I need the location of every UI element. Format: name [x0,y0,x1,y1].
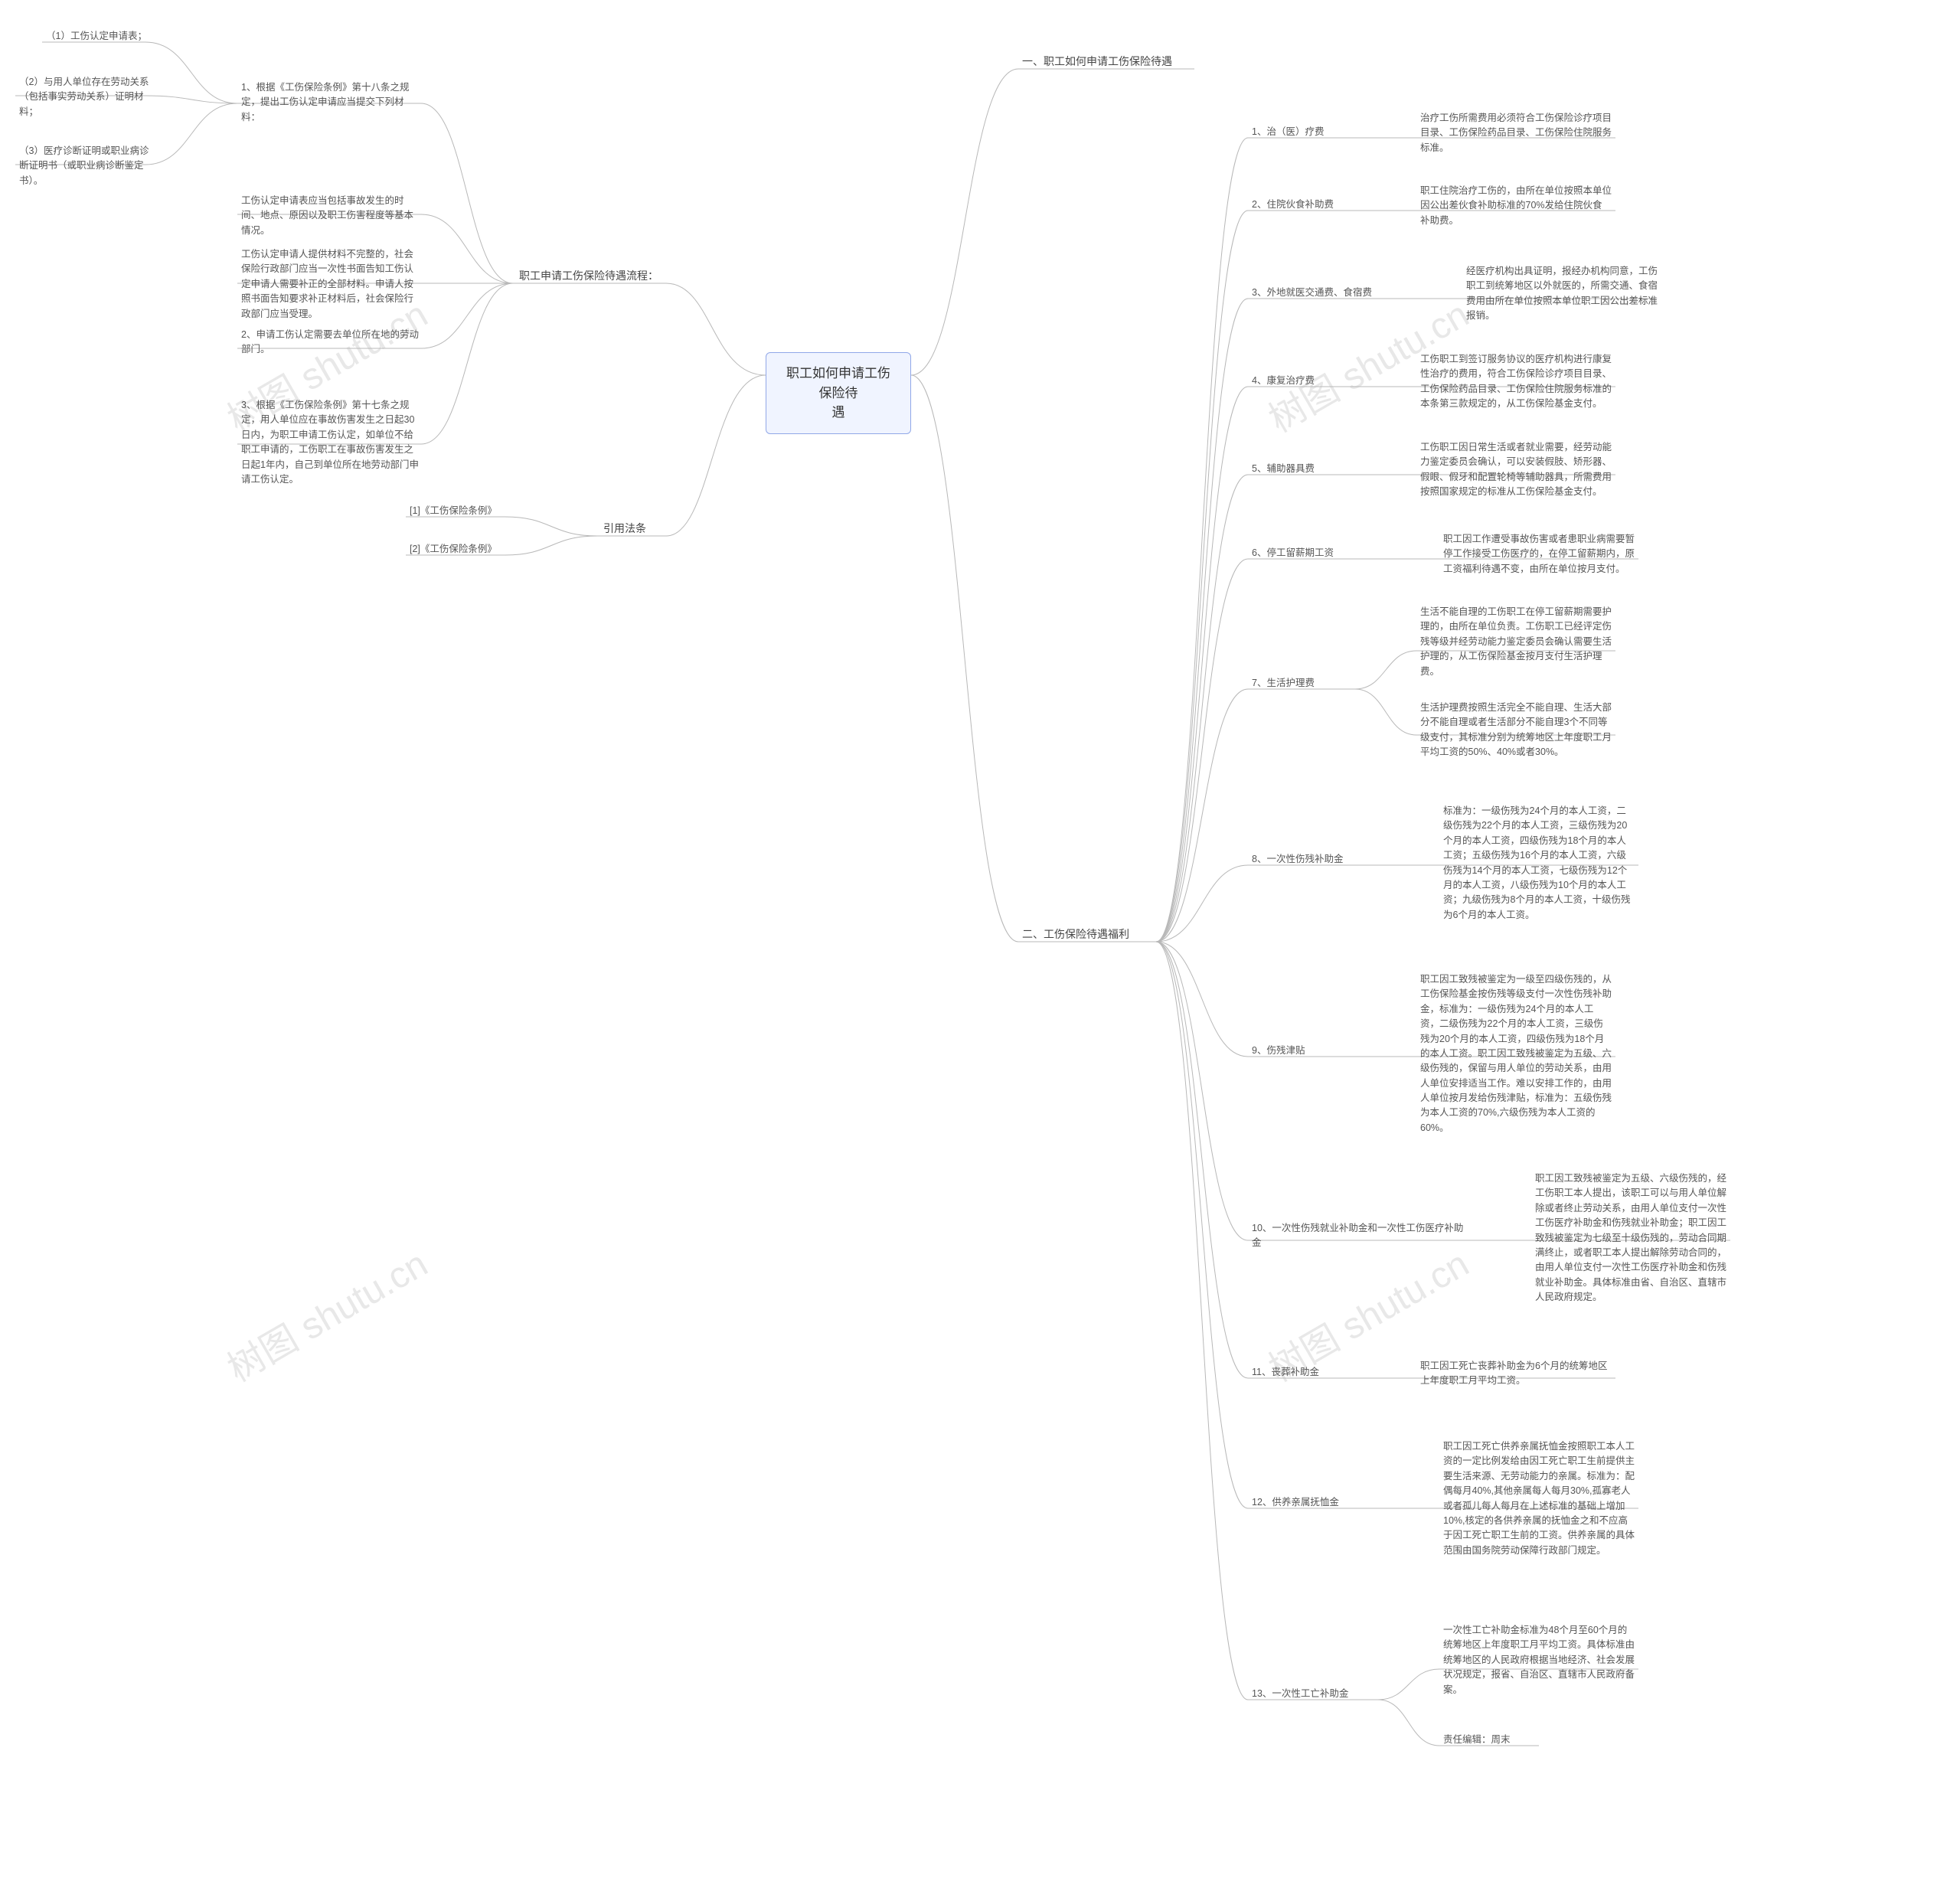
item-desc: 生活护理费按照生活完全不能自理、生活大部分不能自理或者生活部分不能自理3个不同等… [1420,701,1612,760]
item-label: 12、供养亲属抚恤金 [1252,1495,1339,1510]
item-desc: 职工因工致残被鉴定为五级、六级伤残的，经工伤职工本人提出，该职工可以与用人单位解… [1535,1171,1726,1305]
item-sub: （3）医疗诊断证明或职业病诊断证明书（或职业病诊断鉴定书）。 [19,144,149,188]
mindmap-container: 职工如何申请工伤保险待遇 一、职工如何申请工伤保险待遇 二、工伤保险待遇福利 1… [0,0,1960,1898]
item-desc: 一次性工亡补助金标准为48个月至60个月的统筹地区上年度职工月平均工资。具体标准… [1443,1623,1635,1697]
section-title: 一、职工如何申请工伤保险待遇 [1022,54,1172,70]
item-label: 3、根据《工伤保险条例》第十七条之规定，用人单位应在事故伤害发生之日起30日内，… [241,398,421,487]
item-label: 7、生活护理费 [1252,676,1315,691]
item-label: 8、一次性伤残补助金 [1252,852,1343,867]
item-label: [2]《工伤保险条例》 [410,542,497,557]
item-sub: （2）与用人单位存在劳动关系（包括事实劳动关系）证明材料； [19,75,149,119]
item-label: 5、辅助器具费 [1252,462,1315,476]
item-desc: 职工因工致残被鉴定为一级至四级伤残的，从工伤保险基金按伤残等级支付一次性伤残补助… [1420,972,1612,1135]
item-label: 10、一次性伤残就业补助金和一次性工伤医疗补助金 [1252,1221,1466,1251]
section-title: 职工申请工伤保险待遇流程： [519,268,658,285]
item-desc: 职工住院治疗工伤的，由所在单位按照本单位因公出差伙食补助标准的70%发给住院伙食… [1420,184,1612,228]
item-label: [1]《工伤保险条例》 [410,504,497,518]
section-title: 二、工伤保险待遇福利 [1022,926,1129,943]
item-label: 1、根据《工伤保险条例》第十八条之规定，提出工伤认定申请应当提交下列材料： [241,80,421,125]
center-node: 职工如何申请工伤保险待遇 [766,352,911,434]
item-footer: 责任编辑：周末 [1443,1733,1511,1747]
item-label: 4、康复治疗费 [1252,374,1315,388]
item-sub: （1）工伤认定申请表； [46,29,147,44]
section-title: 引用法条 [603,521,646,537]
item-desc: 治疗工伤所需费用必须符合工伤保险诊疗项目目录、工伤保险药品目录、工伤保险住院服务… [1420,111,1612,155]
item-desc: 职工因工死亡供养亲属抚恤金按照职工本人工资的一定比例发给由因工死亡职工生前提供主… [1443,1439,1635,1558]
item-desc: 标准为：一级伤残为24个月的本人工资，二级伤残为22个月的本人工资，三级伤残为2… [1443,804,1635,923]
item-desc: 工伤职工到签订服务协议的医疗机构进行康复性治疗的费用，符合工伤保险诊疗项目目录、… [1420,352,1612,412]
item-label: 工伤认定申请表应当包括事故发生的时间、地点、原因以及职工伤害程度等基本情况。 [241,194,421,238]
item-label: 2、申请工伤认定需要去单位所在地的劳动部门。 [241,328,421,358]
item-label: 3、外地就医交通费、食宿费 [1252,286,1372,300]
item-desc: 经医疗机构出具证明，报经办机构同意，工伤职工到统筹地区以外就医的，所需交通、食宿… [1466,264,1658,324]
item-label: 2、住院伙食补助费 [1252,198,1334,212]
item-label: 13、一次性工亡补助金 [1252,1687,1348,1701]
item-label: 工伤认定申请人提供材料不完整的，社会保险行政部门应当一次性书面告知工伤认定申请人… [241,247,421,322]
item-desc: 职工因工死亡丧葬补助金为6个月的统筹地区上年度职工月平均工资。 [1420,1359,1612,1389]
item-label: 11、丧葬补助金 [1252,1365,1319,1380]
item-label: 9、伤残津贴 [1252,1044,1305,1058]
item-desc: 职工因工作遭受事故伤害或者患职业病需要暂停工作接受工伤医疗的，在停工留薪期内，原… [1443,532,1635,577]
item-desc: 工伤职工因日常生活或者就业需要，经劳动能力鉴定委员会确认，可以安装假肢、矫形器、… [1420,440,1612,500]
item-label: 6、停工留薪期工资 [1252,546,1334,560]
item-desc: 生活不能自理的工伤职工在停工留薪期需要护理的，由所在单位负责。工伤职工已经评定伤… [1420,605,1612,679]
item-label: 1、治（医）疗费 [1252,125,1324,139]
